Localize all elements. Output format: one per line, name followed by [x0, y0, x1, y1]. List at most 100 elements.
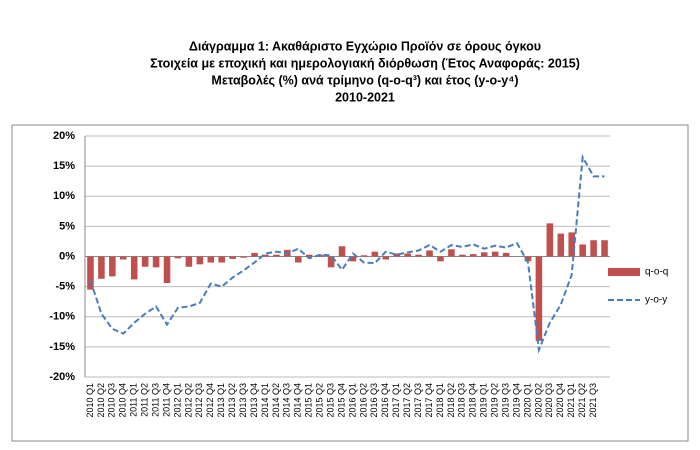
x-tick-label: 2010 Q4: [118, 383, 128, 418]
bar: [218, 256, 225, 263]
bar: [448, 249, 455, 257]
bar: [185, 256, 193, 267]
y-tick-label: -20%: [49, 371, 75, 383]
bar: [130, 256, 138, 280]
x-tick-label: 2017 Q1: [391, 383, 401, 418]
y-tick-label: -10%: [49, 311, 75, 323]
bar: [546, 223, 554, 257]
x-tick-label: 2012 Q4: [205, 383, 215, 418]
chart-title: Διάγραμμα 1: Ακαθάριστο Εγχώριο Προϊόν σ…: [189, 39, 541, 53]
chart-title: 2010-2021: [335, 90, 395, 104]
x-tick-label: 2010 Q2: [96, 383, 106, 418]
x-tick-label: 2016 Q2: [358, 383, 368, 418]
bar: [338, 246, 346, 257]
bar: [579, 244, 586, 257]
x-tick-label: 2012 Q3: [194, 383, 204, 418]
y-tick-label: 10%: [53, 190, 75, 202]
x-tick-label: 2015 Q2: [315, 383, 325, 418]
bar: [87, 256, 94, 290]
x-tick-label: 2020 Q2: [533, 383, 543, 418]
bar: [141, 256, 149, 267]
x-tick-label: 2014 Q4: [293, 383, 303, 418]
bar: [557, 233, 565, 257]
chart-frame: [11, 124, 689, 442]
bar: [568, 232, 575, 257]
chart-title: Στοιχεία με εποχική και ημερολογιακή διό…: [150, 56, 580, 70]
bar: [229, 256, 236, 259]
bar: [491, 251, 499, 257]
bar: [109, 256, 116, 277]
x-tick-label: 2013 Q1: [216, 383, 226, 418]
y-tick-label: 0%: [59, 250, 75, 262]
x-tick-label: 2018 Q4: [468, 383, 478, 418]
bar: [470, 254, 477, 257]
bar: [152, 256, 160, 268]
x-tick-label: 2015 Q4: [336, 383, 346, 418]
x-tick-label: 2010 Q1: [85, 383, 95, 418]
legend-label: y-o-y: [645, 295, 667, 306]
bar: [295, 256, 302, 263]
x-tick-label: 2020 Q4: [555, 383, 565, 418]
x-tick-label: 2018 Q2: [446, 383, 456, 418]
bar: [426, 250, 433, 257]
x-tick-label: 2013 Q4: [249, 383, 259, 418]
x-tick-label: 2019 Q3: [500, 383, 510, 418]
x-tick-label: 2014 Q1: [260, 383, 270, 418]
x-tick-label: 2018 Q1: [435, 383, 445, 418]
bar: [207, 256, 215, 263]
legend-swatch: [608, 268, 640, 276]
x-tick-label: 2011 Q2: [140, 383, 150, 417]
x-tick-label: 2011 Q4: [161, 383, 171, 417]
bar: [305, 254, 313, 257]
x-tick-label: 2013 Q3: [238, 383, 248, 418]
bar: [393, 253, 400, 257]
bar: [251, 252, 258, 257]
x-tick-label: 2010 Q3: [107, 383, 117, 418]
x-tick-label: 2020 Q3: [544, 383, 554, 418]
bar: [459, 254, 466, 257]
x-tick-label: 2018 Q3: [457, 383, 467, 418]
x-tick-label: 2015 Q1: [304, 383, 314, 418]
x-tick-label: 2021 Q3: [588, 383, 598, 418]
y-tick-label: 20%: [53, 130, 75, 142]
bar: [163, 256, 171, 284]
bar: [98, 256, 105, 279]
x-tick-label: 2019 Q1: [479, 383, 489, 418]
legend-label: q-o-q: [645, 267, 668, 278]
x-tick-label: 2019 Q2: [490, 383, 500, 418]
y-tick-label: 5%: [59, 220, 75, 232]
x-tick-label: 2017 Q4: [424, 383, 434, 418]
bar: [601, 240, 608, 257]
x-tick-label: 2016 Q1: [347, 383, 357, 418]
x-tick-label: 2016 Q4: [380, 383, 390, 418]
x-tick-label: 2014 Q3: [282, 383, 292, 418]
x-tick-label: 2013 Q2: [227, 383, 237, 418]
bar: [273, 254, 280, 257]
bar: [262, 254, 269, 257]
bar: [174, 256, 182, 259]
x-tick-label: 2012 Q1: [172, 383, 182, 418]
y-tick-label: -5%: [55, 281, 75, 293]
bar: [415, 254, 422, 257]
x-tick-label: 2019 Q4: [511, 383, 521, 418]
line: [89, 153, 605, 354]
bar: [404, 253, 411, 257]
x-tick-label: 2020 Q1: [522, 383, 532, 418]
bar: [382, 256, 390, 260]
x-tick-label: 2012 Q2: [183, 383, 193, 418]
y-tick-label: -15%: [49, 341, 75, 353]
bar: [371, 251, 379, 257]
y-tick-label: 15%: [53, 160, 75, 172]
bar: [502, 252, 510, 257]
x-tick-label: 2014 Q2: [271, 383, 281, 418]
x-tick-label: 2011 Q3: [150, 383, 160, 417]
bar: [196, 256, 204, 265]
x-tick-label: 2021 Q1: [566, 383, 576, 418]
bar: [524, 256, 532, 262]
bar: [480, 252, 488, 257]
x-tick-label: 2017 Q2: [402, 383, 412, 418]
bar: [535, 256, 543, 341]
x-tick-label: 2011 Q1: [129, 383, 139, 417]
bar: [349, 256, 357, 262]
